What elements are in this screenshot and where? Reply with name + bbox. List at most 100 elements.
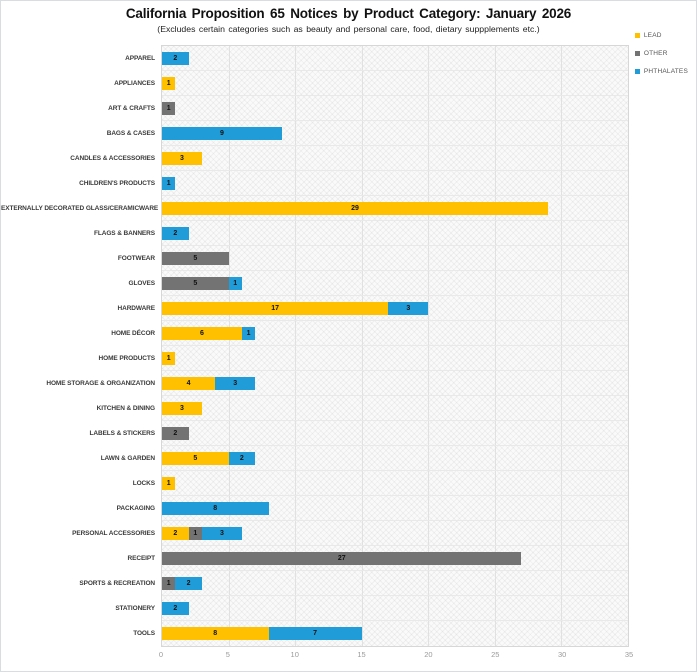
category-label: PACKAGING [116, 505, 155, 512]
bar-stack: 27 [162, 552, 628, 565]
category-axis: APPAREL APPLIANCES ART & CRAFTS BAGS & CASE… [1, 46, 159, 646]
bar-row: 1 [162, 346, 628, 371]
bar-segment-lead: 3 [162, 152, 202, 165]
gridline [428, 46, 430, 646]
legend: LEAD OTHER PHTHALATES [634, 26, 688, 80]
category-label: FLAGS & BANNERS [94, 230, 155, 237]
bar-row: 1 [162, 96, 628, 121]
category-label: HOME STORAGE & ORGANIZATION [46, 380, 155, 387]
category-label: ART & CRAFTS [108, 105, 155, 112]
bar-row: 8 [162, 496, 628, 521]
bar-row: 17 3 [162, 296, 628, 321]
bar-stack: 1 [162, 177, 628, 190]
category-label: EXTERNALLY DECORATED GLASS/CERAMICWARE [1, 205, 159, 212]
category-label: HOME PRODUCTS [98, 355, 156, 362]
category-label: APPAREL [125, 55, 155, 62]
bar-segment-phthalates: 7 [268, 627, 362, 640]
bar-segment-other: 5 [162, 277, 229, 290]
plot-rows: 2 1 1 9 3 1 29 2 5 5 1 17 3 6 1 1 4 3 3 2 5 2 1 8 2 1 3 27 1 2 2 8 7 [162, 46, 628, 646]
category-label: HARDWARE [117, 305, 156, 312]
bar-segment-lead: 17 [162, 302, 389, 315]
x-axis: 0 5 10 15 20 25 30 35 [159, 650, 633, 664]
bar-segment-phthalates: 3 [201, 527, 242, 540]
bar-segment-phthalates: 1 [241, 327, 256, 340]
bar-stack: 1 [162, 352, 628, 365]
bar-row: 2 [162, 221, 628, 246]
bar-segment-phthalates: 1 [162, 177, 176, 190]
bar-row: 3 [162, 396, 628, 421]
bar-segment-phthalates: 3 [215, 377, 256, 390]
legend-label: LEAD [643, 31, 662, 39]
bar-segment-lead: 6 [162, 327, 242, 340]
bar-segment-phthalates: 2 [228, 452, 256, 465]
bar-segment-other: 1 [162, 102, 176, 115]
legend-label: PHTHALATES [643, 67, 688, 75]
bar-row: 5 [162, 246, 628, 271]
legend-item: PHTHALATES [634, 62, 688, 80]
legend-swatch-lead [634, 32, 640, 38]
x-tick-label: 15 [357, 650, 366, 659]
bar-segment-lead: 1 [162, 352, 176, 365]
bar-row: 1 [162, 71, 628, 96]
bar-segment-phthalates: 2 [162, 52, 189, 65]
bar-segment-other: 27 [162, 552, 522, 565]
bar-segment-lead: 5 [162, 452, 229, 465]
bar-stack: 2 [162, 602, 628, 615]
category-label: CHILDREN'S PRODUCTS [79, 180, 155, 187]
chart-subtitle: (Excludes certain categories such as bea… [157, 24, 540, 34]
category-label: STATIONERY [115, 605, 155, 612]
bar-segment-lead: 2 [162, 527, 189, 540]
bar-segment-other: 5 [162, 252, 229, 265]
gridline [228, 46, 230, 646]
category-label: LABELS & STICKERS [89, 430, 156, 437]
category-label: RECEIPT [127, 555, 156, 562]
bar-segment-other: 1 [188, 527, 202, 540]
bar-stack: 2 [162, 227, 628, 240]
bar-row: 29 [162, 196, 628, 221]
legend-swatch-other [634, 50, 640, 56]
gridline [494, 46, 496, 646]
x-tick-label: 30 [557, 650, 567, 659]
bar-segment-phthalates: 9 [162, 127, 282, 140]
bar-row: 2 [162, 596, 628, 621]
bar-stack: 29 [162, 202, 628, 215]
bar-row: 2 [162, 46, 628, 71]
category-label: APPLIANCES [114, 80, 155, 87]
x-tick-label: 35 [624, 650, 634, 659]
category-label: PERSONAL ACCESSORIES [72, 530, 155, 537]
category-label: HOME DÉCOR [111, 330, 155, 337]
bar-segment-phthalates: 2 [162, 227, 189, 240]
bar-row: 9 [162, 121, 628, 146]
legend-item: LEAD [634, 26, 688, 44]
x-tick-label: 20 [424, 650, 433, 659]
category-label: CANDLES & ACCESSORIES [70, 155, 155, 162]
bar-segment-lead: 1 [162, 77, 176, 90]
x-tick-label: 5 [225, 650, 230, 659]
plot-area: 2 1 1 9 3 1 29 2 5 5 1 17 3 6 1 1 4 3 3 2 5 2 1 8 2 1 3 27 1 2 2 8 7 [161, 45, 629, 647]
bar-row: 3 [162, 146, 628, 171]
gridline [295, 46, 297, 646]
bar-segment-phthalates: 2 [175, 577, 202, 590]
bar-row: 1 [162, 171, 628, 196]
bar-segment-phthalates: 1 [228, 277, 242, 290]
category-label: LAWN & GARDEN [100, 455, 155, 462]
bar-row: 1 [162, 471, 628, 496]
bar-segment-phthalates: 3 [388, 302, 429, 315]
x-tick-label: 25 [491, 650, 500, 659]
bar-stack: 3 [162, 152, 628, 165]
bar-stack: 5 [162, 252, 628, 265]
bar-row: 27 [162, 546, 628, 571]
category-label: KITCHEN & DINING [96, 405, 155, 412]
bar-segment-phthalates: 8 [162, 502, 269, 515]
bar-stack: 2 [162, 52, 628, 65]
legend-label: OTHER [643, 49, 668, 57]
